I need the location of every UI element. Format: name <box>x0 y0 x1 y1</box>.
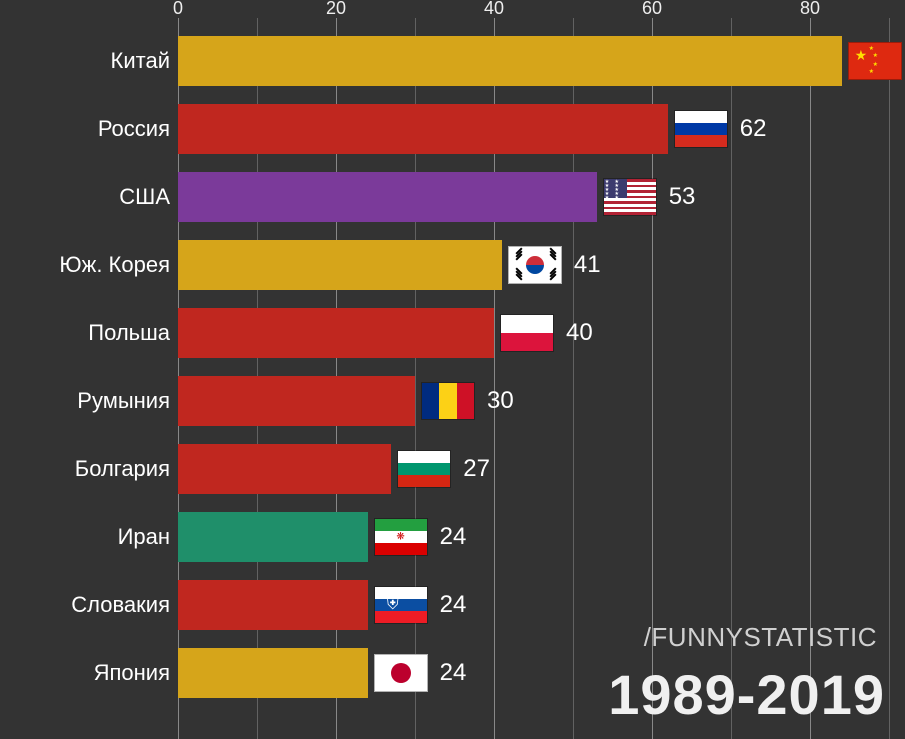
bar <box>178 240 502 290</box>
bar-value: 41 <box>574 251 601 279</box>
country-label: Болгария <box>0 456 170 482</box>
bar <box>178 512 368 562</box>
bg-flag-icon <box>397 450 451 488</box>
country-label: Румыния <box>0 388 170 414</box>
bar-row: Иран ❋ 24 <box>0 506 905 568</box>
pl-flag-icon <box>500 314 554 352</box>
country-label: Япония <box>0 660 170 686</box>
axis-tick-label: 0 <box>173 0 183 19</box>
bar <box>178 376 415 426</box>
sk-flag-icon: ⛨ <box>374 586 428 624</box>
bar-value: 62 <box>740 115 767 143</box>
bar-row: Болгария 27 <box>0 438 905 500</box>
country-label: США <box>0 184 170 210</box>
bar-value: 24 <box>440 591 467 619</box>
bar-row: США ★ ★ ★ ★ ★ ★ ★ ★ ★ ★ ★ ★ ★ ★ ★ 53 <box>0 166 905 228</box>
axis-tick-label: 60 <box>642 0 662 19</box>
country-label: Китай <box>0 48 170 74</box>
bar-row: Россия 62 <box>0 98 905 160</box>
bar-row: Китай★★★★★84 <box>0 30 905 92</box>
ru-flag-icon <box>674 110 728 148</box>
bar <box>178 648 368 698</box>
bar-value: 53 <box>669 183 696 211</box>
watermark: /FUNNYSTATISTIC <box>644 622 877 653</box>
country-label: Юж. Корея <box>0 252 170 278</box>
country-label: Иран <box>0 524 170 550</box>
year-range: 1989-2019 <box>608 662 885 727</box>
bar-value: 30 <box>487 387 514 415</box>
bar-value: 40 <box>566 319 593 347</box>
jp-flag-icon <box>374 654 428 692</box>
axis-tick-label: 40 <box>484 0 504 19</box>
ro-flag-icon <box>421 382 475 420</box>
bar <box>178 36 842 86</box>
bar-row: Румыния 30 <box>0 370 905 432</box>
bar <box>178 444 391 494</box>
ir-flag-icon: ❋ <box>374 518 428 556</box>
bar-row: Юж. Корея 41 <box>0 234 905 296</box>
bar <box>178 172 597 222</box>
bar <box>178 580 368 630</box>
bar-value: 24 <box>440 659 467 687</box>
bar-row: Польша 40 <box>0 302 905 364</box>
us-flag-icon: ★ ★ ★ ★ ★ ★ ★ ★ ★ ★ ★ ★ ★ ★ ★ <box>603 178 657 216</box>
bar-value: 27 <box>463 455 490 483</box>
axis-tick-label: 20 <box>326 0 346 19</box>
chart-rows: Китай★★★★★84Россия62США★ ★ ★ ★ ★ ★ ★ ★ ★… <box>0 30 905 710</box>
bar-value: 24 <box>440 523 467 551</box>
kr-flag-icon <box>508 246 562 284</box>
country-label: Россия <box>0 116 170 142</box>
country-label: Словакия <box>0 592 170 618</box>
country-label: Польша <box>0 320 170 346</box>
bar <box>178 308 494 358</box>
axis-tick-label: 80 <box>800 0 820 19</box>
bar-chart: 020406080 Китай★★★★★84Россия62США★ ★ ★ ★… <box>0 0 905 739</box>
bar <box>178 104 668 154</box>
cn-flag-icon: ★★★★★ <box>848 42 902 80</box>
